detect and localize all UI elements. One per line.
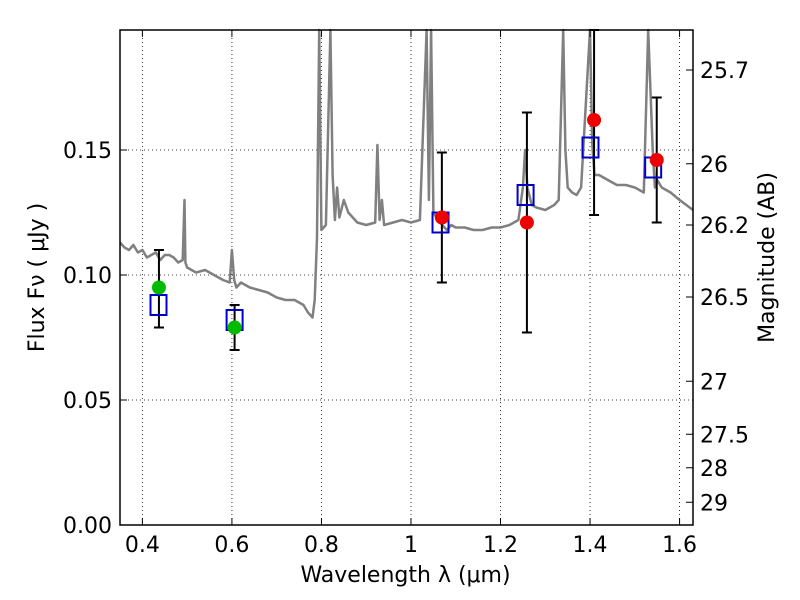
y-tick-label: 0.00 [63,514,112,539]
data-point [434,210,449,225]
plot-background [120,30,693,525]
y2-tick-label: 26.5 [700,286,749,311]
grid [120,30,693,525]
x-tick-label: 1 [404,533,418,558]
data-point [227,320,242,335]
model-photometry-square [516,184,535,206]
y-tick-label: 0.05 [63,389,112,414]
model-photometry-square [149,294,168,316]
data-point [649,153,664,167]
x-tick-label: 1.4 [573,533,608,558]
y-axis-label: Flux Fν ( μJy ) [25,203,50,352]
data-point [587,113,602,127]
x-tick-label: 1.6 [662,533,697,558]
data-point [151,280,166,295]
y2-tick-label: 27 [700,370,728,395]
tick-layer: 0.4 0.6 0.8 1 1.2 1.4 1.6 0.00 0.05 0.10 0.15 25.7 2… [63,30,749,558]
y2-tick-label: 28 [700,457,728,482]
y2-tick-label: 27.5 [700,423,749,448]
model-photometry-square [581,136,600,159]
y2-tick-label: 26.2 [700,214,749,239]
marker-layer [149,113,664,335]
y2-tick-label: 26 [700,153,728,178]
x-axis-label: Wavelength λ (μm) [300,563,510,588]
x-tick-label: 0.4 [125,533,160,558]
x-tick-label: 1.2 [483,533,518,558]
y-tick-label: 0.15 [63,139,112,164]
spectrum-line [119,28,694,319]
data-point [519,215,534,230]
plot-frame [119,29,694,526]
y-tick-label: 0.10 [63,264,112,289]
y2-axis-label: Magnitude (AB) [755,172,780,343]
y2-tick-label: 29 [700,491,728,516]
y2-tick-label: 25.7 [700,59,749,84]
y-axis-label-group: Flux Fν ( μJy ) [25,203,50,352]
x-tick-label: 0.6 [214,533,249,558]
spectrum-layer [119,28,694,319]
x-tick-label: 0.8 [304,533,339,558]
